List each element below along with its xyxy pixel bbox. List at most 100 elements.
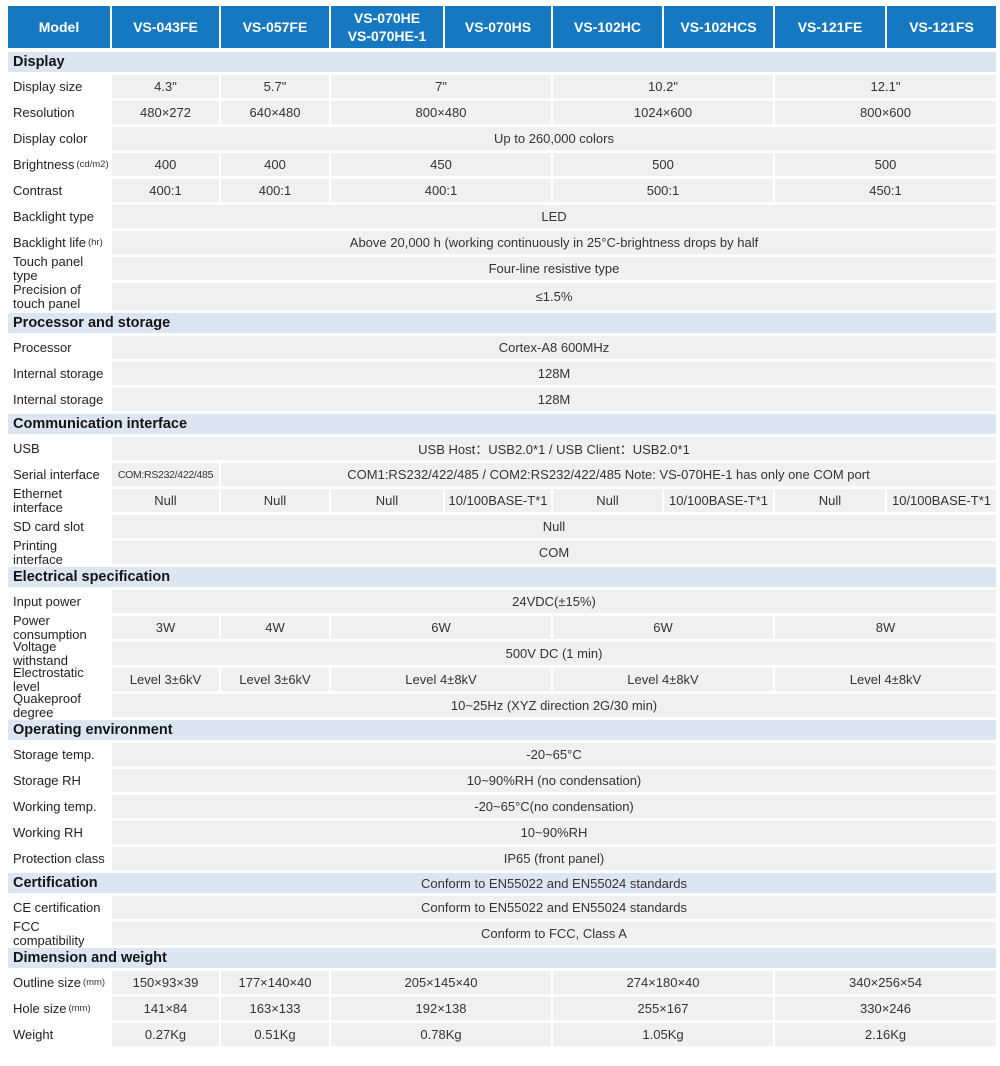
data-cell: 500 [775,153,996,176]
row-label: Protection class [8,847,110,870]
section-title: Operating environment [13,722,173,738]
table-row: CE certification Conform to EN55022 and E… [8,896,996,919]
model-header-row: Model VS-043FE VS-057FE VS-070HE VS-070HE-… [8,6,996,48]
table-row: Serial interface COM:RS232/422/485 COM1:RS… [8,463,996,486]
section-title: Communication interface [13,416,188,432]
spec-table: Model VS-043FE VS-057FE VS-070HE VS-070HE-… [8,6,996,1046]
data-cell: 640×480 [221,101,329,124]
section-band: Processor and storage [8,313,996,333]
data-cell: -20~65°C(no condensation) [112,795,996,818]
row-label: Brightness (cd/m2) [8,153,110,176]
table-row: Power consumption 3W 4W 6W 6W 8W [8,614,996,641]
row-label: FCC compatibility [8,920,110,947]
data-cell: Level 4±8kV [775,668,996,691]
data-cell: 7" [331,75,551,98]
data-cell: 150×93×39 [112,971,219,994]
row-label: Outline size (mm) [8,971,110,994]
section-title: Certification [13,875,98,891]
data-cell: 500:1 [553,179,773,202]
data-cell: 6W [553,616,773,639]
row-label: Display color [8,127,110,150]
row-label-unit: (hr) [87,236,103,248]
table-row: Processor Cortex-A8 600MHz [8,336,996,359]
data-cell: 10/100BASE-T*1 [887,489,996,512]
column-header-vs-043fe: VS-043FE [112,6,219,48]
data-cell: 500 [553,153,773,176]
section-band: Communication interface [8,414,996,434]
data-cell: Level 4±8kV [331,668,551,691]
section-note: Conform to EN55022 and EN55024 standards [421,875,687,891]
row-label: Quakeproof degree [8,692,110,719]
data-cell: Cortex-A8 600MHz [112,336,996,359]
section-band: Dimension and weight [8,948,996,968]
data-cell: 400 [221,153,329,176]
table-row: Electrostatic level Level 3±6kV Level 3±6k… [8,666,996,693]
data-cell: Level 3±6kV [112,668,219,691]
data-cell: 255×167 [553,997,773,1020]
row-label: Backlight life (hr) [8,231,110,254]
section-band: Operating environment [8,720,996,740]
data-cell: 10/100BASE-T*1 [445,489,551,512]
data-cell: 10.2" [553,75,773,98]
table-row: FCC compatibility Conform to FCC, Class A [8,920,996,947]
row-label: Precision of touch panel [8,283,110,310]
data-cell: ≤1.5% [112,283,996,310]
row-label: USB [8,437,110,460]
row-label: Ethernet interface [8,487,110,514]
data-cell: Level 4±8kV [553,668,773,691]
data-cell: 400:1 [221,179,329,202]
row-label: Processor [8,336,110,359]
data-cell: 340×256×54 [775,971,996,994]
data-cell: 10~90%RH [112,821,996,844]
section-band: Certification Conform to EN55022 and EN55… [8,873,996,893]
table-row: Brightness (cd/m2) 400 400 450 500 500 [8,153,996,176]
row-label: Printing interface [8,539,110,566]
data-cell: 10~90%RH (no condensation) [112,769,996,792]
table-row: Contrast 400:1 400:1 400:1 500:1 450:1 [8,179,996,202]
data-cell: 500V DC (1 min) [112,642,996,665]
row-label: Weight [8,1023,110,1046]
table-row: Storage RH 10~90%RH (no condensation) [8,769,996,792]
model-header-cell: Model [8,6,110,48]
data-cell: 10~25Hz (XYZ direction 2G/30 min) [112,694,996,717]
data-cell: 10/100BASE-T*1 [664,489,773,512]
row-label: Internal storage [8,362,110,385]
data-cell: 163×133 [221,997,329,1020]
data-cell: 2.16Kg [775,1023,996,1046]
table-row: Internal storage 128M [8,388,996,411]
table-row: SD card slot Null [8,515,996,538]
data-cell: 4.3" [112,75,219,98]
table-row: Touch panel type Four-line resistive type [8,255,996,282]
row-label: Storage temp. [8,743,110,766]
column-header-vs-121fe: VS-121FE [775,6,885,48]
data-cell: 24VDC(±15%) [112,590,996,613]
data-cell: 3W [112,616,219,639]
row-label: Hole size (mm) [8,997,110,1020]
data-cell: 5.7" [221,75,329,98]
column-header-vs-102hc: VS-102HC [553,6,662,48]
table-row: USB USB Host：USB2.0*1 / USB Client：USB2.0… [8,437,996,460]
row-label: Working temp. [8,795,110,818]
data-cell: 128M [112,362,996,385]
data-cell: Null [553,489,662,512]
data-cell: 6W [331,616,551,639]
row-label: Power consumption [8,614,110,641]
data-cell: 400:1 [112,179,219,202]
table-row: Internal storage 128M [8,362,996,385]
data-cell: 450 [331,153,551,176]
table-row: Storage temp. -20~65°C [8,743,996,766]
data-cell: 192×138 [331,997,551,1020]
section-title: Display [13,54,65,70]
data-cell: 141×84 [112,997,219,1020]
section-band: Electrical specification [8,567,996,587]
section-title: Electrical specification [13,569,171,585]
data-cell: 1024×600 [553,101,773,124]
row-label: Serial interface [8,463,110,486]
column-header-vs-102hcs: VS-102HCS [664,6,773,48]
table-row: Input power 24VDC(±15%) [8,590,996,613]
table-row: Outline size (mm) 150×93×39 177×140×40 205×1… [8,971,996,994]
table-row: Display size 4.3" 5.7" 7" 10.2" 12.1" [8,75,996,98]
row-label: Touch panel type [8,255,110,282]
data-cell: Conform to EN55022 and EN55024 standards [112,896,996,919]
data-cell: 0.51Kg [221,1023,329,1046]
